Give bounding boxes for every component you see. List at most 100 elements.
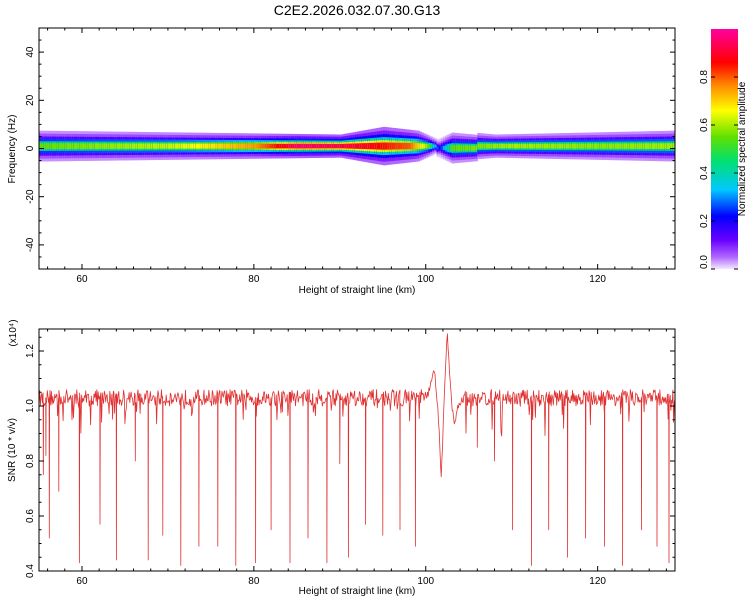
spectrogram-cell	[290, 143, 294, 149]
spectrogram-cell	[146, 143, 150, 149]
spectrogram-cell	[372, 142, 375, 150]
spectrogram-cell	[657, 143, 661, 149]
spectrogram-cell	[215, 143, 218, 149]
spectrogram-cell	[640, 143, 644, 149]
spectrogram-cell	[438, 146, 442, 150]
spectrogram-cell	[550, 143, 554, 149]
spectrogram-cell	[213, 143, 216, 149]
spectrogram-cell	[116, 143, 120, 149]
spectrogram-cell	[546, 143, 549, 149]
spectrogram-cell	[122, 143, 126, 149]
spectrogram-cell	[571, 143, 575, 149]
spectrogram-cell	[167, 143, 171, 149]
spectrogram-cell	[455, 145, 459, 151]
spectrogram-cell	[406, 142, 410, 150]
spectrogram-cell	[619, 143, 622, 149]
spectrogram-cell	[627, 143, 631, 149]
spectrogram-cell	[442, 145, 446, 151]
spectrogram-cell	[391, 142, 395, 150]
spectrogram-cell	[275, 143, 279, 149]
spectrogram-panel: 60 80 100 120 40 20 0 -20 -40 Height of straigh…	[7, 27, 676, 296]
spectrogram-cell	[41, 143, 44, 149]
spectrogram-cell	[460, 145, 463, 151]
spectrogram-cell	[75, 143, 79, 149]
spectrogram-cell	[361, 143, 365, 149]
spectrogram-cell	[296, 143, 300, 149]
spectrogram-cell	[266, 143, 270, 149]
spectrogram-cell	[225, 143, 229, 149]
spectrogram-cell	[535, 143, 539, 149]
spectrogram-cell	[189, 143, 193, 149]
colorbar-tick-label: 0.6	[699, 118, 710, 132]
spectrogram-cell	[60, 143, 64, 149]
spectrogram-cell	[84, 143, 87, 149]
spectrogram-y-tick-label: -40	[25, 237, 36, 252]
spectrogram-cell	[576, 143, 579, 149]
spectrogram-cell	[161, 143, 165, 149]
spectrogram-cell	[195, 143, 199, 149]
spectrogram-cell	[475, 145, 478, 151]
spectrogram-cell	[629, 143, 633, 149]
spectrogram-cell	[232, 143, 236, 149]
spectrogram-cell	[621, 143, 625, 149]
spectrogram-cell	[552, 143, 556, 149]
spectrogram-cell	[301, 143, 304, 149]
spectrogram-cell	[539, 143, 543, 149]
spectrogram-cell	[187, 143, 191, 149]
spectrogram-cell	[565, 143, 569, 149]
spectrogram-cell	[466, 145, 470, 151]
spectrogram-cell	[595, 143, 599, 149]
spectrogram-cell	[632, 143, 635, 149]
spectrogram-cell	[365, 143, 369, 150]
spectrogram-cell	[647, 143, 650, 149]
spectrogram-cell	[185, 143, 188, 149]
spectrogram-cell	[51, 143, 55, 149]
spectrogram-cell	[279, 143, 283, 149]
spectrogram-cell	[109, 143, 113, 149]
spectrogram-cell	[670, 143, 674, 149]
spectrogram-cell	[397, 142, 401, 150]
spectrogram-cell	[172, 143, 175, 149]
spectrogram-y-tick-label: 40	[25, 46, 36, 58]
spectrogram-cell	[176, 143, 180, 149]
spectrogram-cell	[324, 143, 328, 149]
spectrogram-cell	[88, 143, 92, 149]
spectrogram-cell	[608, 143, 612, 149]
spectrogram-y-ticks: 40 20 0 -20 -40	[25, 27, 675, 270]
spectrogram-cell	[483, 143, 487, 149]
spectrogram-cell	[170, 143, 173, 149]
spectrogram-cell	[664, 143, 668, 149]
spectrogram-cell	[513, 143, 517, 149]
spectrogram-cell	[395, 142, 399, 150]
spectrogram-cell	[271, 143, 274, 149]
spectrogram-cell	[150, 143, 154, 149]
spectrogram-cell	[152, 143, 156, 149]
spectrogram-cell	[410, 143, 414, 150]
spectrogram-cell	[124, 143, 128, 149]
spectrogram-cell	[198, 143, 201, 149]
spectrogram-cell	[58, 143, 62, 149]
spectrogram-cell	[651, 143, 655, 149]
spectrogram-cell	[223, 143, 227, 149]
spectrogram-cell	[610, 143, 614, 149]
figure-title: C2E2.2026.032.07.30.G13	[274, 2, 441, 18]
spectrogram-cell	[230, 143, 233, 149]
spectrogram-cell	[498, 143, 502, 149]
snr-y-label: SNR (10 * v/v)	[7, 418, 18, 482]
spectrogram-cell	[346, 143, 350, 149]
spectrogram-cell	[599, 143, 603, 149]
spectrogram-y-tick-label: -20	[25, 189, 36, 204]
spectrogram-cell	[509, 143, 513, 149]
snr-x-ticks: 60 80 100 120	[47, 329, 667, 587]
snr-x-label: Height of straight line (km)	[299, 586, 416, 597]
spectrogram-cell	[114, 143, 117, 149]
colorbar-tick-label: 0.0	[699, 255, 710, 269]
spectrogram-cell	[363, 143, 367, 150]
spectrogram-cell	[243, 143, 246, 149]
spectrogram-cell	[133, 143, 137, 149]
spectrogram-cell	[537, 143, 541, 149]
spectrogram-cell	[477, 143, 481, 149]
spectrogram-cell	[655, 143, 659, 149]
spectrogram-cell	[206, 143, 210, 149]
spectrogram-cell	[135, 143, 139, 149]
